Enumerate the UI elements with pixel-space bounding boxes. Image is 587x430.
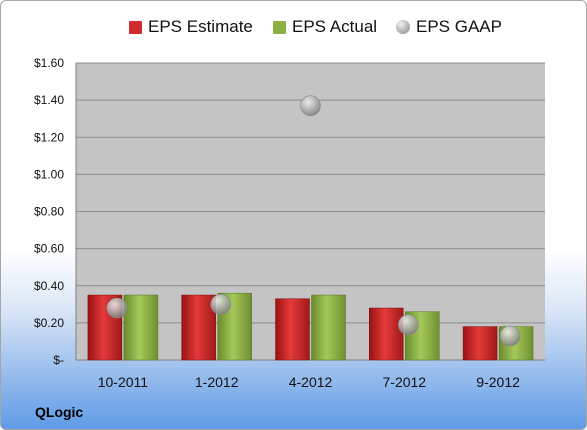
x-tick-label: 4-2012 — [289, 374, 333, 390]
legend-item-gaap: EPS GAAP — [396, 17, 502, 37]
x-tick-label: 7-2012 — [383, 374, 427, 390]
y-tick-label: $- — [53, 353, 64, 367]
bar-eps-actual — [123, 294, 159, 361]
point-eps-gaap — [300, 95, 321, 116]
y-tick-label: $0.20 — [34, 316, 64, 330]
x-tick-label: 9-2012 — [476, 374, 520, 390]
point-eps-gaap — [210, 294, 231, 315]
bar-eps-estimate — [275, 298, 310, 361]
x-tick-label: 10-2011 — [98, 374, 149, 390]
legend-label-actual: EPS Actual — [292, 17, 378, 36]
y-tick-label: $0.60 — [34, 242, 64, 256]
y-tick-label: $1.00 — [34, 167, 64, 181]
y-tick-label: $0.80 — [34, 205, 64, 219]
company-name: QLogic — [35, 404, 84, 420]
legend-item-estimate: EPS Estimate — [129, 17, 253, 37]
legend-swatch-estimate — [129, 20, 142, 34]
y-tick-label: $1.60 — [34, 56, 64, 70]
legend-label-estimate: EPS Estimate — [148, 17, 253, 36]
y-tick-label: $0.40 — [34, 279, 64, 293]
point-eps-gaap — [106, 297, 128, 319]
legend-item-actual: EPS Actual — [273, 17, 377, 37]
y-tick-label: $1.20 — [34, 130, 64, 144]
point-eps-gaap — [397, 314, 419, 336]
bar-eps-estimate — [462, 326, 498, 361]
y-tick-label: $1.40 — [34, 93, 64, 107]
bar-eps-estimate — [181, 294, 216, 361]
x-tick-label: 1-2012 — [195, 374, 239, 390]
point-eps-gaap — [499, 325, 521, 347]
bar-eps-actual — [311, 294, 346, 361]
bar-eps-estimate — [369, 307, 404, 361]
legend-swatch-actual — [273, 20, 286, 34]
legend-label-gaap: EPS GAAP — [416, 17, 502, 36]
legend: EPS Estimate EPS Actual EPS GAAP — [1, 17, 586, 43]
legend-marker-gaap — [396, 20, 410, 34]
